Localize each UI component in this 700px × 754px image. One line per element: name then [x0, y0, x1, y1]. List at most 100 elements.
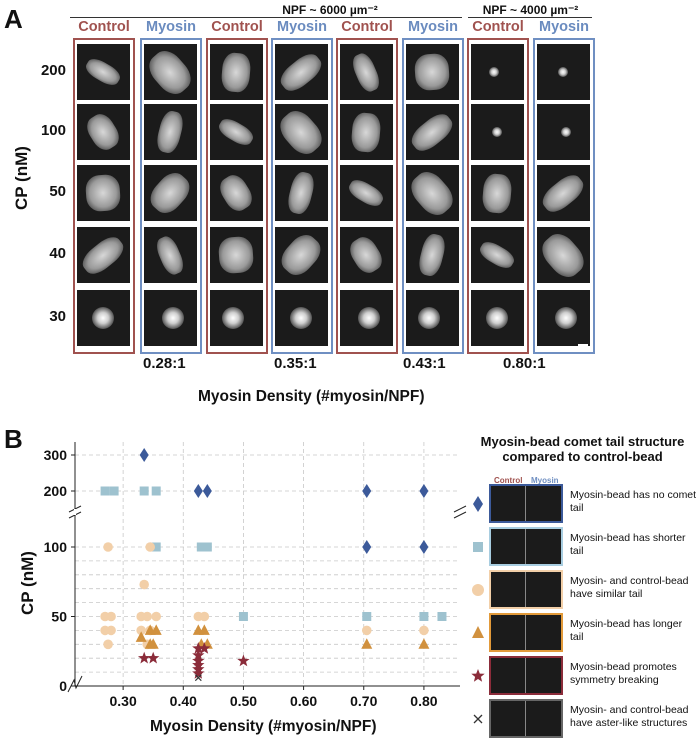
- legend-thumbnail: [489, 527, 563, 566]
- panel-b-letter: B: [4, 424, 23, 454]
- cp-row-label: 30: [49, 308, 66, 325]
- y-tick-label: 200: [44, 483, 68, 499]
- micrograph-cell: [210, 290, 263, 346]
- diamond-data-point: [202, 484, 212, 498]
- square-data-point: [362, 612, 372, 621]
- x-tick-label: 0.30: [110, 693, 137, 709]
- panel-b-x-axis-title: Myosin Density (#myosin/NPF): [150, 718, 377, 735]
- micrograph-cell: [275, 104, 328, 160]
- circle-data-point: [103, 639, 113, 650]
- legend-marker-circle: [472, 584, 484, 596]
- ratio-label-4: 0.80:1: [503, 355, 546, 372]
- micrograph-cell: [275, 290, 328, 346]
- micrograph-cell: [406, 290, 459, 346]
- comet-tail-image: [476, 238, 518, 272]
- legend-item-text: Myosin-bead has shorter tail: [570, 532, 686, 557]
- legend-thumbnail: [489, 656, 563, 695]
- bead-image: [489, 67, 499, 77]
- panel-a-x-axis-title: Myosin Density (#myosin/NPF): [198, 388, 425, 405]
- comet-tail-image: [144, 167, 196, 219]
- legend-marker-diamond: [473, 496, 483, 512]
- legend-item-text: Myosin- and control-bead have similar ta…: [570, 575, 689, 600]
- comet-tail-image: [537, 169, 589, 217]
- micrograph-cell: [537, 227, 590, 283]
- micrograph-cell: [406, 44, 459, 100]
- bead-image: [290, 307, 312, 329]
- micrograph-cell: [144, 44, 197, 100]
- comet-tail-image: [84, 173, 122, 213]
- bead-image: [222, 307, 244, 329]
- legend-thumbnail-divider: [525, 572, 526, 607]
- legend-item-text: Myosin- and control-bead have aster-like…: [570, 704, 689, 729]
- square-data-point: [419, 612, 429, 621]
- micrograph-cell: [340, 165, 393, 221]
- micrograph-cell: [77, 104, 130, 160]
- y-tick-label: 300: [44, 447, 68, 463]
- axis-break-mark: [453, 505, 467, 513]
- comet-tail-image: [220, 51, 252, 93]
- micrograph-cell: [340, 227, 393, 283]
- legend-thumbnail: [489, 699, 563, 738]
- cp-row-label: 50: [49, 183, 66, 200]
- comet-tail-image: [215, 170, 257, 216]
- micrograph-cell: [210, 44, 263, 100]
- image-column-control-1: [73, 38, 135, 354]
- star-data-point: [198, 642, 211, 654]
- circle-data-point: [106, 625, 116, 636]
- micrograph-cell: [537, 104, 590, 160]
- column-header-myosin-4: Myosin: [539, 19, 589, 35]
- comet-tail-image: [275, 104, 328, 160]
- triangle-data-point: [150, 624, 162, 635]
- circle-data-point: [361, 625, 372, 636]
- legend-title: Myosin-bead comet tail structure compare…: [480, 434, 685, 464]
- legend-item-text: Myosin-bead has no comet tail: [570, 489, 697, 514]
- legend-head-myosin: Myosin: [531, 476, 559, 485]
- micrograph-cell: [340, 290, 393, 346]
- bead-image: [492, 127, 502, 137]
- micrograph-cell: [77, 44, 130, 100]
- star-data-point: [192, 642, 205, 654]
- npf-bracket-1: [70, 17, 462, 18]
- square-data-point: [196, 542, 206, 552]
- comet-tail-image: [345, 232, 387, 278]
- legend-marker-star: [471, 669, 485, 682]
- cp-axis-label-b: CP (nM): [18, 551, 37, 615]
- micrograph-cell: [471, 227, 524, 283]
- micrograph-cell: [77, 290, 130, 346]
- circle-data-point: [106, 611, 116, 622]
- micrograph-cell: [77, 165, 130, 221]
- scatter-chart: 0 50 100 200 300 0.30 0.40 0.50 0.60 0.70 0.80: [44, 442, 467, 709]
- x-tick-label: 0.70: [350, 693, 377, 709]
- micrograph-cell: [77, 227, 130, 283]
- micrograph-cell: [144, 165, 197, 221]
- square-data-point: [238, 612, 248, 621]
- npf-group-label-1: NPF ~ 6000 µm⁻²: [282, 3, 378, 17]
- comet-tail-image: [215, 115, 257, 149]
- ratio-label-3: 0.43:1: [403, 355, 446, 372]
- micrograph-cell: [406, 165, 459, 221]
- triangle-data-point: [418, 638, 430, 649]
- bead-image: [162, 307, 184, 329]
- x-data-point: [194, 674, 202, 682]
- diamond-data-point: [419, 540, 429, 554]
- y-tick-label: 100: [44, 539, 68, 555]
- legend-markers: [471, 496, 485, 724]
- comet-tail-image: [144, 44, 197, 100]
- column-header-control-3: Control: [341, 19, 393, 35]
- legend-thumbnail-divider: [525, 701, 526, 736]
- column-header-control-2: Control: [211, 19, 263, 35]
- circle-data-point: [103, 542, 113, 552]
- image-column-control-3: [336, 38, 398, 354]
- square-data-point: [151, 542, 161, 552]
- comet-tail-image: [413, 52, 451, 92]
- column-header-control-1: Control: [78, 19, 130, 35]
- column-header-control-4: Control: [472, 19, 524, 35]
- diamond-data-point: [193, 484, 203, 498]
- comet-tail-image: [285, 169, 317, 217]
- circle-data-point: [139, 579, 149, 590]
- comet-tail-image: [275, 48, 327, 96]
- cp-row-label: 100: [40, 122, 66, 139]
- triangle-data-point: [361, 638, 373, 649]
- comet-tail-image: [345, 176, 387, 210]
- micrograph-cell: [537, 290, 590, 346]
